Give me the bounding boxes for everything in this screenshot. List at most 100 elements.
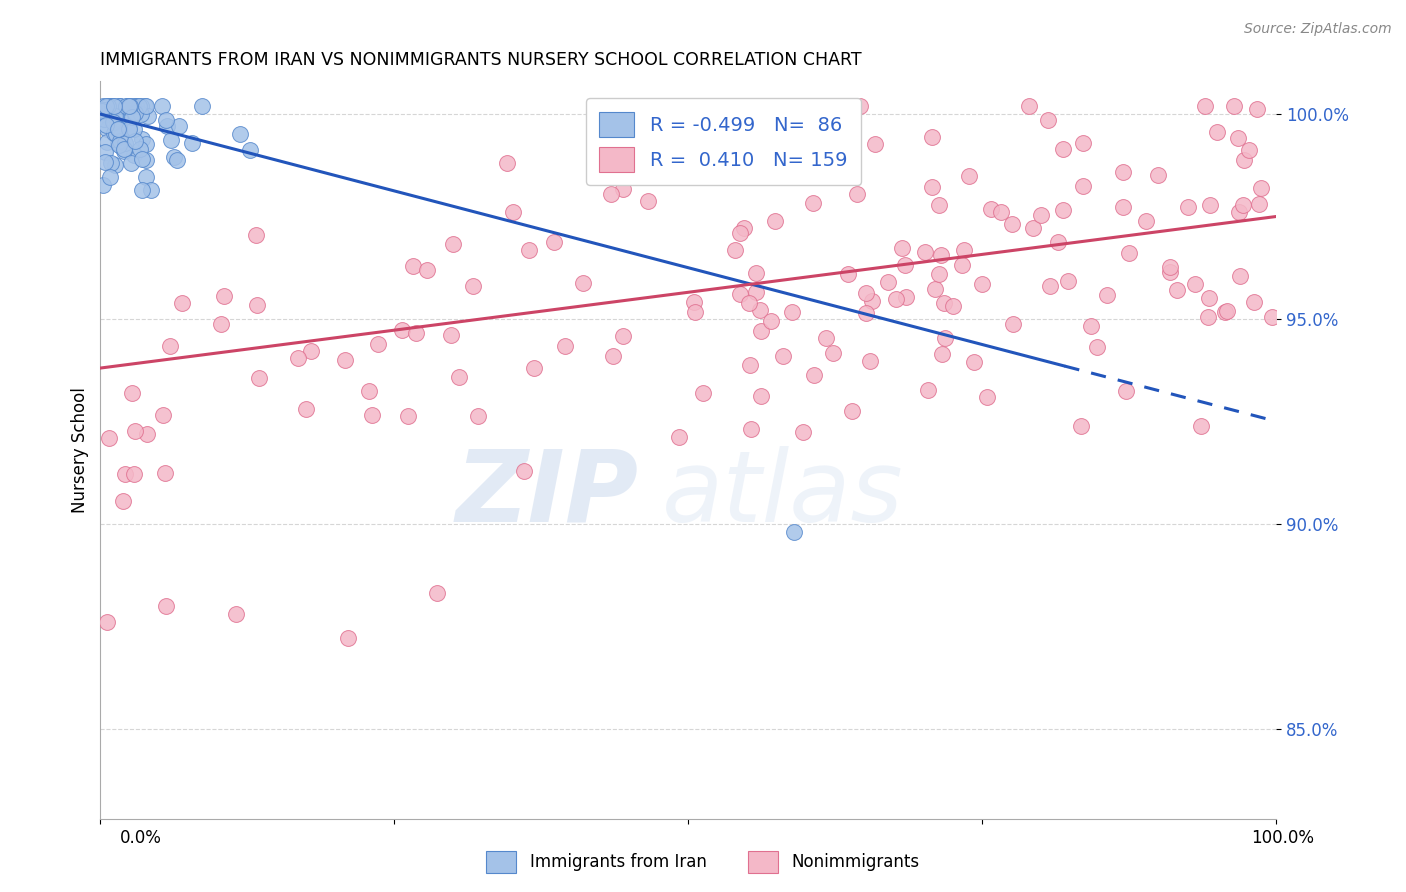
Point <box>682 295 704 310</box>
Point <box>104 158 127 172</box>
Point <box>112 140 135 154</box>
Point <box>357 384 380 399</box>
Point <box>166 153 188 168</box>
Point <box>1112 200 1135 214</box>
Point <box>135 427 157 442</box>
Point <box>1159 260 1181 274</box>
Point <box>124 467 146 481</box>
Point <box>209 318 232 332</box>
Point <box>772 350 794 364</box>
Point <box>247 371 270 385</box>
Point <box>588 143 610 157</box>
Point <box>1115 384 1137 399</box>
Point <box>602 349 624 363</box>
Point <box>114 136 136 150</box>
Point <box>572 276 595 290</box>
Point <box>1229 268 1251 283</box>
Point <box>543 235 565 250</box>
Point <box>124 425 146 439</box>
Point <box>131 132 153 146</box>
Point <box>367 337 389 351</box>
Point <box>150 99 173 113</box>
Point <box>612 328 634 343</box>
Point <box>780 305 803 319</box>
Point <box>96 118 118 132</box>
Point <box>517 243 540 257</box>
Point <box>112 142 135 156</box>
Point <box>932 295 955 310</box>
Point <box>118 122 141 136</box>
Point <box>135 169 157 184</box>
Point <box>1071 136 1094 150</box>
Point <box>931 346 953 360</box>
Point <box>426 586 449 600</box>
Point <box>93 145 115 160</box>
Point <box>683 305 706 319</box>
Point <box>1184 277 1206 291</box>
Point <box>180 136 202 150</box>
Point <box>129 142 152 156</box>
Point <box>122 122 145 136</box>
Point <box>1097 287 1119 301</box>
Point <box>117 99 139 113</box>
Point <box>402 259 425 273</box>
Point <box>1247 197 1270 211</box>
Point <box>115 100 138 114</box>
Point <box>91 178 114 192</box>
Point <box>135 137 157 152</box>
Point <box>98 112 121 126</box>
Point <box>228 127 250 141</box>
Point <box>114 99 136 113</box>
Point <box>1232 198 1254 212</box>
Point <box>1261 310 1284 325</box>
Point <box>783 524 806 539</box>
Point <box>225 607 247 621</box>
Point <box>118 99 141 113</box>
Point <box>141 183 163 197</box>
Point <box>131 183 153 197</box>
Point <box>128 99 150 113</box>
Point <box>160 133 183 147</box>
Point <box>108 137 131 152</box>
Point <box>1021 220 1043 235</box>
Point <box>917 383 939 397</box>
Point <box>98 99 121 113</box>
Point <box>921 179 943 194</box>
Point <box>416 262 439 277</box>
Point <box>98 170 121 185</box>
Point <box>112 145 135 159</box>
Point <box>90 104 112 119</box>
Point <box>163 150 186 164</box>
Point <box>1052 142 1074 156</box>
Point <box>1118 246 1140 260</box>
Point <box>1226 131 1249 145</box>
Point <box>513 464 536 478</box>
Point <box>129 99 152 113</box>
Point <box>1205 124 1227 138</box>
Point <box>108 138 131 153</box>
Point <box>1189 419 1212 434</box>
Point <box>159 339 181 353</box>
Point <box>1177 200 1199 214</box>
Point <box>101 99 124 113</box>
Point <box>124 105 146 120</box>
Point <box>122 99 145 113</box>
Point <box>131 152 153 166</box>
Point <box>103 109 125 123</box>
Point <box>668 430 690 444</box>
Point <box>100 156 122 170</box>
Point <box>294 401 316 416</box>
Point <box>849 99 872 113</box>
Point <box>1057 274 1080 288</box>
Point <box>637 194 659 209</box>
Point <box>124 105 146 120</box>
Point <box>96 135 118 149</box>
Point <box>744 266 766 280</box>
Point <box>953 243 976 257</box>
Point <box>93 112 115 127</box>
Point <box>441 237 464 252</box>
Point <box>855 286 877 301</box>
Point <box>990 205 1012 219</box>
Point <box>120 99 142 113</box>
Point <box>728 226 751 240</box>
